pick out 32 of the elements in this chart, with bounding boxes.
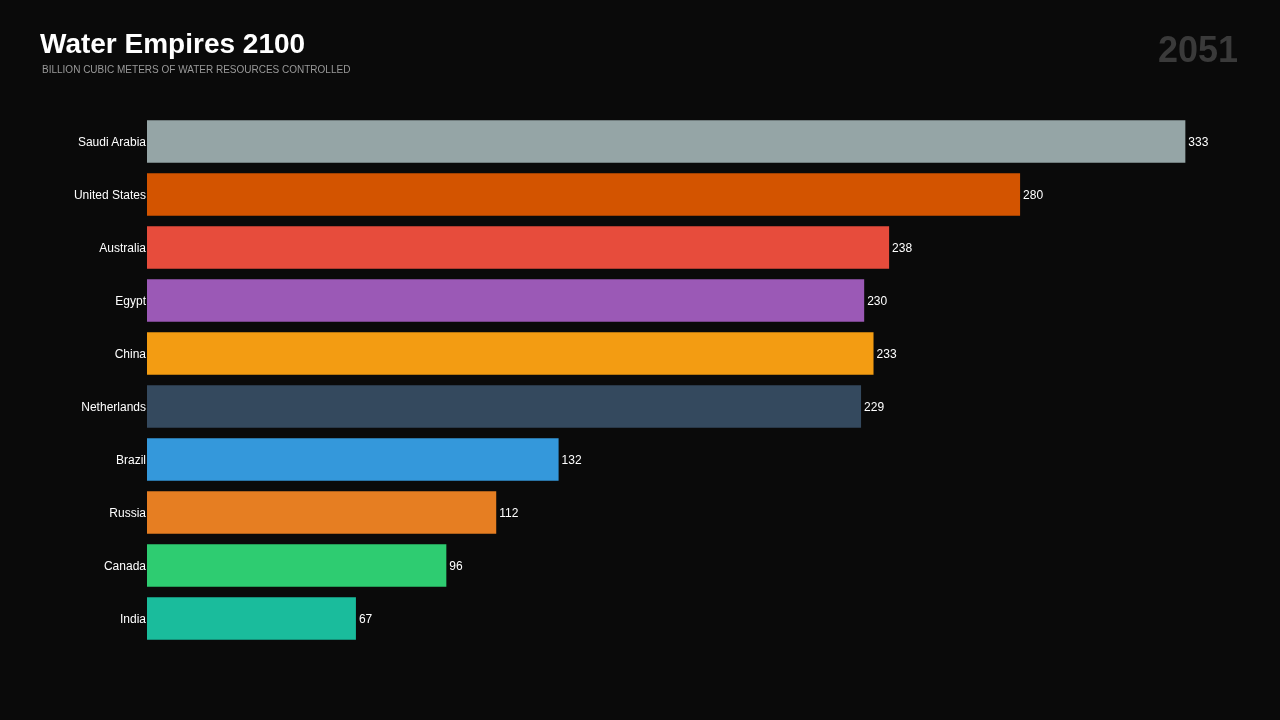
data-label: 132 <box>561 452 582 467</box>
data-label: 96 <box>449 558 464 573</box>
y-tick-label: Canada <box>103 558 147 573</box>
y-tick-label: Brazil <box>115 452 146 467</box>
y-tick-label: Russia <box>109 505 147 520</box>
chart-subtitle: BILLION CUBIC METERS OF WATER RESOURCES CONTROLLED <box>42 64 351 75</box>
y-tick-label: Netherlands <box>81 399 146 414</box>
data-label: 238 <box>892 240 913 255</box>
data-label: 230 <box>867 293 888 308</box>
bar <box>147 385 862 428</box>
y-tick-label: United States <box>73 187 146 202</box>
y-tick-label: Saudi Arabia <box>77 134 147 149</box>
y-tick-label: India <box>119 611 147 626</box>
bar <box>147 279 865 322</box>
data-label: 333 <box>1188 134 1209 149</box>
bar <box>147 544 447 587</box>
y-tick-label: Australia <box>99 240 147 255</box>
bar <box>147 173 1021 216</box>
data-label: 67 <box>358 611 373 626</box>
bar <box>147 332 874 375</box>
bar <box>147 226 890 269</box>
bar <box>147 120 1186 163</box>
bar <box>147 438 559 481</box>
data-label: 280 <box>1023 187 1044 202</box>
chart-title: Water Empires 2100 <box>40 28 306 59</box>
y-tick-label: China <box>114 346 147 361</box>
y-tick-label: Egypt <box>115 293 147 308</box>
data-label: 229 <box>864 399 885 414</box>
data-label: 233 <box>876 346 897 361</box>
bar <box>147 491 497 534</box>
data-label: 112 <box>499 505 519 520</box>
bar <box>147 597 356 640</box>
